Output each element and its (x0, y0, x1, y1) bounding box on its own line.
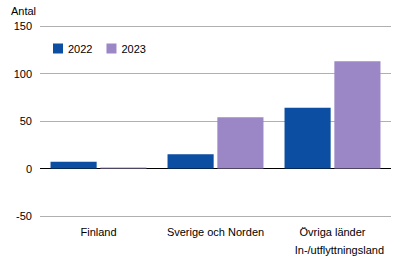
svg-text:In-/utflyttningsland: In-/utflyttningsland (295, 244, 384, 256)
svg-text:0: 0 (26, 163, 32, 175)
svg-text:-50: -50 (16, 210, 32, 222)
svg-text:Övriga länder: Övriga länder (299, 226, 365, 238)
svg-text:Finland: Finland (80, 226, 116, 238)
svg-text:150: 150 (14, 20, 32, 32)
svg-text:100: 100 (14, 68, 32, 80)
svg-text:Sverige och Norden: Sverige och Norden (167, 226, 264, 238)
svg-text:2023: 2023 (121, 43, 145, 55)
svg-text:50: 50 (20, 115, 32, 127)
svg-text:2022: 2022 (68, 43, 92, 55)
svg-text:Antal: Antal (11, 5, 36, 17)
